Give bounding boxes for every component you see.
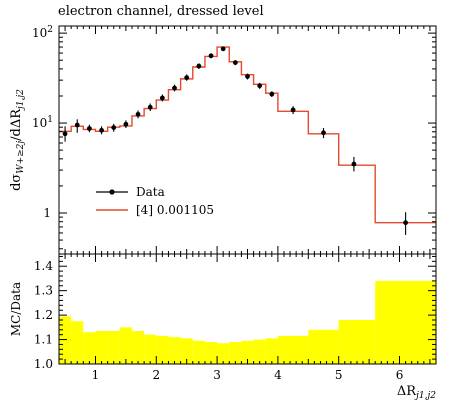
data-marker	[111, 125, 117, 131]
ratio-bin-4	[107, 331, 120, 364]
x-tick-label-3: 4	[274, 368, 282, 382]
data-point-15	[245, 73, 250, 80]
data-point-19	[321, 128, 326, 139]
data-marker	[172, 85, 177, 91]
ratio-bin-1	[71, 321, 84, 364]
main-panel-frame	[58, 25, 437, 255]
data-marker	[87, 126, 92, 131]
data-points	[62, 46, 408, 235]
data-marker	[196, 63, 202, 69]
data-marker	[147, 104, 153, 110]
ratio-y-tick-label-1: 1.1	[34, 333, 53, 347]
data-marker	[184, 75, 190, 81]
data-point-4	[111, 123, 117, 132]
data-marker	[99, 127, 104, 133]
data-point-11	[196, 63, 202, 69]
data-marker	[159, 95, 165, 101]
ratio-bin-2	[83, 332, 96, 364]
data-point-13	[220, 46, 226, 52]
data-marker	[403, 220, 408, 226]
data-marker	[245, 74, 250, 79]
x-tick-label-2: 3	[213, 368, 221, 382]
ratio-bin-15	[241, 340, 254, 364]
legend-data-marker	[109, 189, 115, 195]
ratio-bin-10	[180, 338, 193, 364]
ratio-y-tick-label-0: 1.0	[34, 357, 53, 371]
data-point-1	[74, 119, 80, 133]
data-point-3	[99, 126, 104, 135]
ratio-bin-7	[144, 334, 157, 364]
data-point-16	[257, 82, 263, 89]
ratio-bin-13	[217, 343, 230, 364]
ratio-band	[59, 280, 436, 364]
ratio-bin-3	[95, 331, 108, 364]
ratio-bin-14	[229, 342, 242, 364]
data-marker	[123, 121, 129, 127]
data-marker	[74, 122, 80, 128]
data-point-10	[184, 74, 190, 81]
data-point-9	[172, 84, 177, 92]
data-point-0	[62, 126, 68, 142]
ratio-bin-20	[338, 320, 376, 364]
data-point-8	[159, 94, 165, 102]
data-point-20	[351, 156, 357, 172]
chart-title: electron channel, dressed level	[58, 4, 264, 19]
data-point-7	[147, 103, 153, 112]
x-tick-label-4: 5	[335, 368, 343, 382]
legend-mc-label: [4] 0.001105	[136, 203, 214, 217]
data-marker	[135, 111, 141, 117]
x-tick-label-1: 2	[152, 368, 160, 382]
ratio-y-tick-label-4: 1.4	[34, 259, 53, 273]
ratio-bin-18	[277, 335, 309, 364]
x-tick-label-0: 1	[92, 368, 100, 382]
data-point-5	[123, 120, 129, 129]
data-point-2	[87, 124, 92, 133]
ratio-bin-6	[131, 331, 145, 364]
ratio-y-ticks: 1.0 1.1 1.2 1.3 1.4	[34, 255, 436, 371]
main-y-tick-label-1: 101	[32, 115, 53, 130]
data-marker	[208, 53, 214, 59]
main-y-ticks: 1 101 102	[32, 25, 436, 250]
data-marker	[321, 130, 326, 136]
ratio-y-tick-label-2: 1.2	[34, 308, 53, 322]
ratio-bin-12	[204, 342, 218, 364]
legend-entry-data: Data	[96, 185, 165, 199]
x-tick-label-5: 6	[396, 368, 404, 382]
ratio-bin-16	[253, 339, 266, 364]
legend-entry-mc: [4] 0.001105	[96, 203, 214, 217]
data-point-18	[290, 106, 296, 115]
ratio-y-axis-label: MC/Data	[9, 282, 23, 336]
data-marker	[220, 46, 226, 52]
ratio-bin-19	[308, 329, 339, 364]
data-marker	[232, 60, 238, 66]
data-marker	[257, 83, 263, 89]
ratio-bin-17	[265, 338, 278, 364]
legend: Data [4] 0.001105	[96, 185, 214, 217]
data-point-14	[232, 60, 238, 66]
x-axis-label: ΔRj1,j2	[397, 384, 436, 401]
ratio-bin-5	[119, 327, 132, 364]
data-marker	[62, 131, 68, 137]
ratio-bin-9	[168, 337, 181, 364]
legend-data-label: Data	[136, 185, 165, 199]
main-y-tick-label-2: 102	[32, 25, 53, 40]
ratio-bin-8	[156, 335, 169, 364]
data-point-6	[135, 110, 141, 119]
data-point-17	[269, 91, 275, 97]
ratio-y-tick-label-3: 1.3	[34, 284, 53, 298]
ratio-bin-21	[375, 280, 436, 364]
data-marker	[351, 161, 357, 167]
main-y-tick-label-0: 1	[43, 206, 51, 220]
main-y-axis-label: dσW+≥2j/dΔRj1,j2	[9, 89, 26, 191]
data-marker	[290, 107, 296, 113]
mc-histogram-line	[59, 46, 436, 224]
data-point-21	[403, 212, 408, 235]
data-marker	[269, 91, 275, 97]
x-ticks: 1 2 3 4 5 6	[64, 26, 431, 382]
ratio-bin-11	[192, 340, 205, 364]
ratio-bin-0	[59, 316, 72, 364]
data-point-12	[208, 53, 214, 59]
